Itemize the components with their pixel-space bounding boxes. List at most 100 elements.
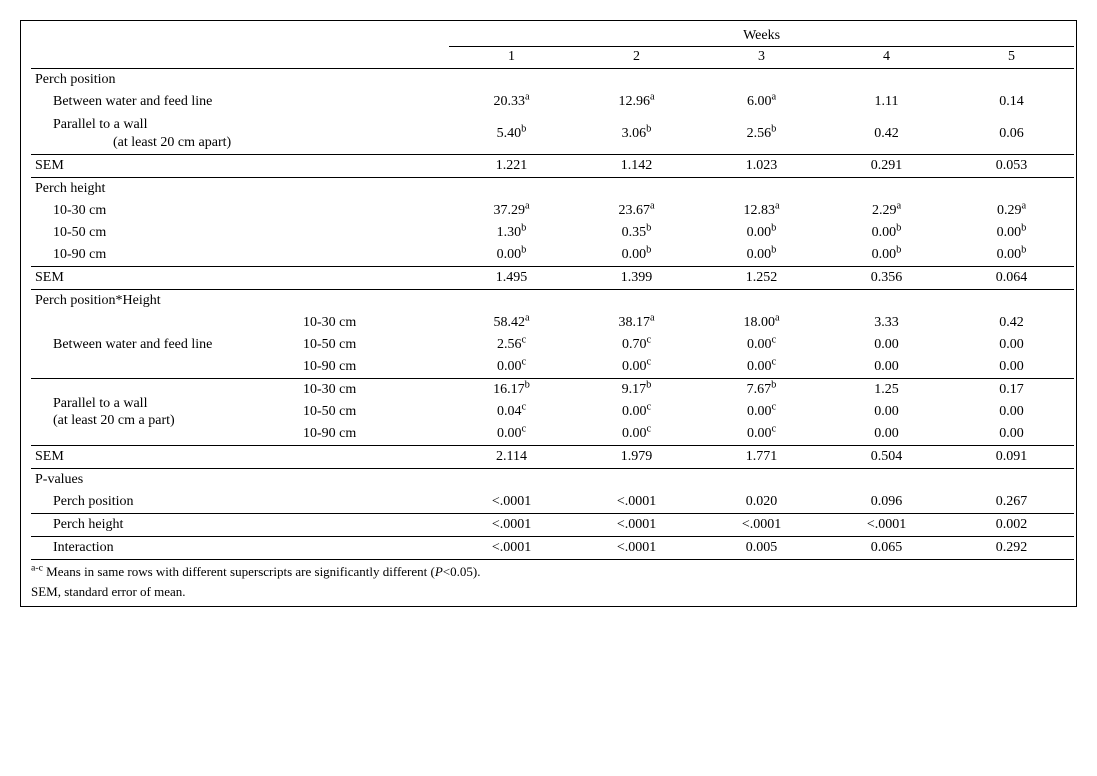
cell: 0.00 bbox=[949, 401, 1074, 423]
cell: 0.00 bbox=[949, 423, 1074, 446]
cell: 0.00 bbox=[949, 334, 1074, 356]
cell: 1.221 bbox=[449, 155, 574, 178]
footnote-1: a-c Means in same rows with different su… bbox=[31, 560, 1066, 580]
cell: 0.14 bbox=[949, 91, 1074, 113]
table-row: 10-90 cm 0.00b 0.00b 0.00b 0.00b 0.00b bbox=[31, 244, 1074, 267]
cell: 0.00b bbox=[574, 244, 699, 267]
perch-position-title: Perch position bbox=[31, 69, 449, 92]
sub-label: 10-90 cm bbox=[299, 356, 449, 379]
cell: 0.020 bbox=[699, 491, 824, 514]
cell: 37.29a bbox=[449, 200, 574, 222]
cell: 0.00 bbox=[824, 423, 949, 446]
group-label: Between water and feed line bbox=[49, 312, 299, 379]
cell: 0.00c bbox=[574, 401, 699, 423]
cell: 0.00c bbox=[699, 334, 824, 356]
cell: 0.42 bbox=[824, 113, 949, 155]
cell: 0.356 bbox=[824, 267, 949, 290]
weeks-label: Weeks bbox=[449, 25, 1074, 47]
data-table: Weeks 1 2 3 4 5 Perch position Between w… bbox=[31, 25, 1074, 560]
cell: 0.267 bbox=[949, 491, 1074, 514]
row-label: Perch position bbox=[49, 491, 449, 514]
cell: 0.00c bbox=[699, 423, 824, 446]
cell: 18.00a bbox=[699, 312, 824, 334]
sub-label: 10-50 cm bbox=[299, 401, 449, 423]
group-label: Parallel to a wall (at least 20 cm a par… bbox=[49, 379, 299, 446]
cell: 12.96a bbox=[574, 91, 699, 113]
sub-label: 10-30 cm bbox=[299, 312, 449, 334]
cell: 0.00c bbox=[574, 423, 699, 446]
cell: 3.06b bbox=[574, 113, 699, 155]
table-row: Parallel to a wall (at least 20 cm apart… bbox=[31, 113, 1074, 155]
table-row: 10-30 cm 37.29a 23.67a 12.83a 2.29a 0.29… bbox=[31, 200, 1074, 222]
cell: 5.40b bbox=[449, 113, 574, 155]
cell: <.0001 bbox=[449, 537, 574, 560]
cell: 0.091 bbox=[949, 446, 1074, 469]
cell: 0.35b bbox=[574, 222, 699, 244]
cell: 7.67b bbox=[699, 379, 824, 402]
cell: 0.00c bbox=[449, 423, 574, 446]
cell: 38.17a bbox=[574, 312, 699, 334]
cell: 2.56b bbox=[699, 113, 824, 155]
cell: 1.142 bbox=[574, 155, 699, 178]
sem-label: SEM bbox=[31, 446, 449, 469]
row-label: 10-30 cm bbox=[49, 200, 449, 222]
footnote-2: SEM, standard error of mean. bbox=[31, 580, 1066, 600]
section-title-row: P-values bbox=[31, 469, 1074, 492]
cell: 9.17b bbox=[574, 379, 699, 402]
cell: <.0001 bbox=[824, 514, 949, 537]
header-row-weeks: Weeks bbox=[31, 25, 1074, 47]
cell: 1.495 bbox=[449, 267, 574, 290]
cell: 1.25 bbox=[824, 379, 949, 402]
cell: 0.00b bbox=[699, 222, 824, 244]
cell: 3.33 bbox=[824, 312, 949, 334]
results-table: Weeks 1 2 3 4 5 Perch position Between w… bbox=[20, 20, 1077, 607]
cell: 0.00 bbox=[949, 356, 1074, 379]
cell: 0.292 bbox=[949, 537, 1074, 560]
cell: 0.005 bbox=[699, 537, 824, 560]
cell: <.0001 bbox=[699, 514, 824, 537]
sem-row: SEM 1.495 1.399 1.252 0.356 0.064 bbox=[31, 267, 1074, 290]
week-col-5: 5 bbox=[949, 47, 1074, 69]
cell: 0.504 bbox=[824, 446, 949, 469]
cell: 0.00b bbox=[824, 222, 949, 244]
sem-label: SEM bbox=[31, 155, 449, 178]
row-label: 10-50 cm bbox=[49, 222, 449, 244]
row-label: 10-90 cm bbox=[49, 244, 449, 267]
cell: <.0001 bbox=[574, 514, 699, 537]
cell: 58.42a bbox=[449, 312, 574, 334]
cell: 0.00b bbox=[449, 244, 574, 267]
cell: 0.291 bbox=[824, 155, 949, 178]
cell: 1.979 bbox=[574, 446, 699, 469]
table-row: Between water and feed line 20.33a 12.96… bbox=[31, 91, 1074, 113]
cell: 0.00b bbox=[949, 244, 1074, 267]
cell: 16.17b bbox=[449, 379, 574, 402]
cell: 0.00b bbox=[949, 222, 1074, 244]
cell: 0.00 bbox=[824, 356, 949, 379]
cell: 0.064 bbox=[949, 267, 1074, 290]
sem-label: SEM bbox=[31, 267, 449, 290]
sub-label: 10-50 cm bbox=[299, 334, 449, 356]
section-title-row: Perch position bbox=[31, 69, 1074, 92]
table-row: Interaction <.0001 <.0001 0.005 0.065 0.… bbox=[31, 537, 1074, 560]
cell: 0.00b bbox=[824, 244, 949, 267]
cell: 6.00a bbox=[699, 91, 824, 113]
section-title-row: Perch height bbox=[31, 178, 1074, 201]
row-label: Perch height bbox=[49, 514, 449, 537]
cell: 0.17 bbox=[949, 379, 1074, 402]
cell: 20.33a bbox=[449, 91, 574, 113]
table-row: Perch height <.0001 <.0001 <.0001 <.0001… bbox=[31, 514, 1074, 537]
cell: 1.252 bbox=[699, 267, 824, 290]
week-col-3: 3 bbox=[699, 47, 824, 69]
week-col-4: 4 bbox=[824, 47, 949, 69]
cell: <.0001 bbox=[449, 514, 574, 537]
cell: 23.67a bbox=[574, 200, 699, 222]
cell: 0.065 bbox=[824, 537, 949, 560]
cell: 0.29a bbox=[949, 200, 1074, 222]
row-label: Between water and feed line bbox=[49, 91, 449, 113]
cell: 0.06 bbox=[949, 113, 1074, 155]
cell: 0.00c bbox=[699, 401, 824, 423]
week-col-2: 2 bbox=[574, 47, 699, 69]
table-row: Perch position <.0001 <.0001 0.020 0.096… bbox=[31, 491, 1074, 514]
perch-height-title: Perch height bbox=[31, 178, 449, 201]
row-label: Interaction bbox=[49, 537, 449, 560]
